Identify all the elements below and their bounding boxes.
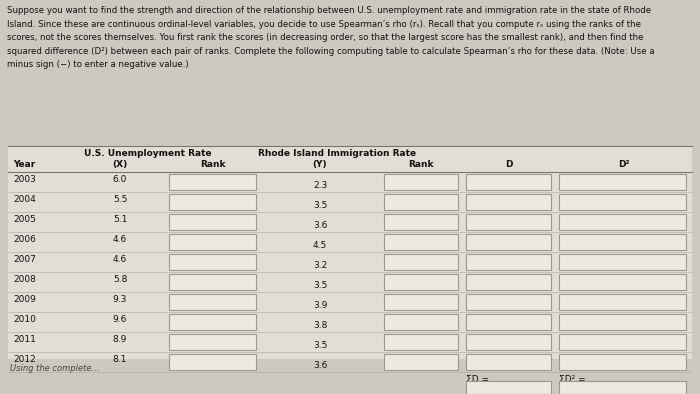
Bar <box>169 174 256 190</box>
Text: 3.8: 3.8 <box>313 320 327 329</box>
Text: 3.9: 3.9 <box>313 301 327 310</box>
Bar <box>559 294 686 310</box>
Text: Suppose you want to find the strength and direction of the relationship between : Suppose you want to find the strength an… <box>7 6 651 15</box>
Text: 2012: 2012 <box>13 355 36 364</box>
Bar <box>384 294 458 310</box>
Bar <box>169 234 256 250</box>
Text: D: D <box>505 160 512 169</box>
Bar <box>466 254 551 270</box>
Text: ΣD =: ΣD = <box>466 375 489 385</box>
Bar <box>169 254 256 270</box>
Bar <box>384 174 458 190</box>
Text: 2006: 2006 <box>13 234 36 243</box>
Text: 2009: 2009 <box>13 294 36 303</box>
Bar <box>169 354 256 370</box>
Bar <box>466 214 551 230</box>
Text: Island. Since these are continuous ordinal-level variables, you decide to use Sp: Island. Since these are continuous ordin… <box>7 19 641 28</box>
Bar <box>559 334 686 350</box>
Bar <box>559 314 686 330</box>
Text: 4.6: 4.6 <box>113 234 127 243</box>
Text: 2004: 2004 <box>13 195 36 203</box>
Bar <box>466 354 551 370</box>
Bar <box>559 274 686 290</box>
Text: 4.6: 4.6 <box>113 255 127 264</box>
Bar <box>466 194 551 210</box>
Bar <box>169 194 256 210</box>
Text: (X): (X) <box>113 160 127 169</box>
Bar <box>559 354 686 370</box>
Text: 5.1: 5.1 <box>113 214 127 223</box>
Bar <box>169 334 256 350</box>
Bar <box>466 381 551 394</box>
Text: 2.3: 2.3 <box>313 180 327 190</box>
Bar <box>384 234 458 250</box>
Bar <box>384 354 458 370</box>
Bar <box>384 254 458 270</box>
Text: 2010: 2010 <box>13 314 36 323</box>
Bar <box>559 174 686 190</box>
Bar <box>169 274 256 290</box>
Text: 2011: 2011 <box>13 335 36 344</box>
Text: Rank: Rank <box>408 160 434 169</box>
Bar <box>384 314 458 330</box>
Text: minus sign (−) to enter a negative value.): minus sign (−) to enter a negative value… <box>7 60 188 69</box>
Bar <box>466 334 551 350</box>
Bar <box>559 254 686 270</box>
Text: 9.3: 9.3 <box>113 294 127 303</box>
Text: 8.9: 8.9 <box>113 335 127 344</box>
Bar <box>559 214 686 230</box>
Bar <box>466 294 551 310</box>
Text: squared difference (D²) between each pair of ranks. Complete the following compu: squared difference (D²) between each pai… <box>7 46 654 56</box>
Text: ΣD² =: ΣD² = <box>559 375 586 385</box>
Text: 2005: 2005 <box>13 214 36 223</box>
Text: 5.8: 5.8 <box>113 275 127 284</box>
Text: Rank: Rank <box>199 160 225 169</box>
Bar <box>466 274 551 290</box>
Bar <box>384 214 458 230</box>
Bar <box>559 234 686 250</box>
Text: 5.5: 5.5 <box>113 195 127 203</box>
Bar <box>559 194 686 210</box>
Text: 3.6: 3.6 <box>313 361 327 370</box>
Text: 3.2: 3.2 <box>313 260 327 269</box>
Text: 2008: 2008 <box>13 275 36 284</box>
Text: Year: Year <box>13 160 35 169</box>
Text: 6.0: 6.0 <box>113 175 127 184</box>
Text: 3.6: 3.6 <box>313 221 327 229</box>
Bar <box>169 214 256 230</box>
Bar <box>384 274 458 290</box>
Bar <box>169 314 256 330</box>
Text: 2003: 2003 <box>13 175 36 184</box>
Text: 3.5: 3.5 <box>313 340 327 349</box>
Text: (Y): (Y) <box>313 160 328 169</box>
Text: 4.5: 4.5 <box>313 240 327 249</box>
Text: 9.6: 9.6 <box>113 314 127 323</box>
Text: scores, not the scores themselves. You first rank the scores (in decreasing orde: scores, not the scores themselves. You f… <box>7 33 643 42</box>
Text: U.S. Unemployment Rate: U.S. Unemployment Rate <box>84 149 211 158</box>
Text: Rhode Island Immigration Rate: Rhode Island Immigration Rate <box>258 149 416 158</box>
Bar <box>466 174 551 190</box>
Bar <box>8 146 692 359</box>
Text: 3.5: 3.5 <box>313 201 327 210</box>
Text: 2007: 2007 <box>13 255 36 264</box>
Bar <box>169 294 256 310</box>
Text: 3.5: 3.5 <box>313 281 327 290</box>
Bar <box>559 381 686 394</box>
Bar <box>466 234 551 250</box>
Bar <box>466 314 551 330</box>
Bar <box>384 334 458 350</box>
Text: D²: D² <box>617 160 629 169</box>
Text: Using the complete…: Using the complete… <box>10 364 100 373</box>
Bar <box>384 194 458 210</box>
Text: 8.1: 8.1 <box>113 355 127 364</box>
